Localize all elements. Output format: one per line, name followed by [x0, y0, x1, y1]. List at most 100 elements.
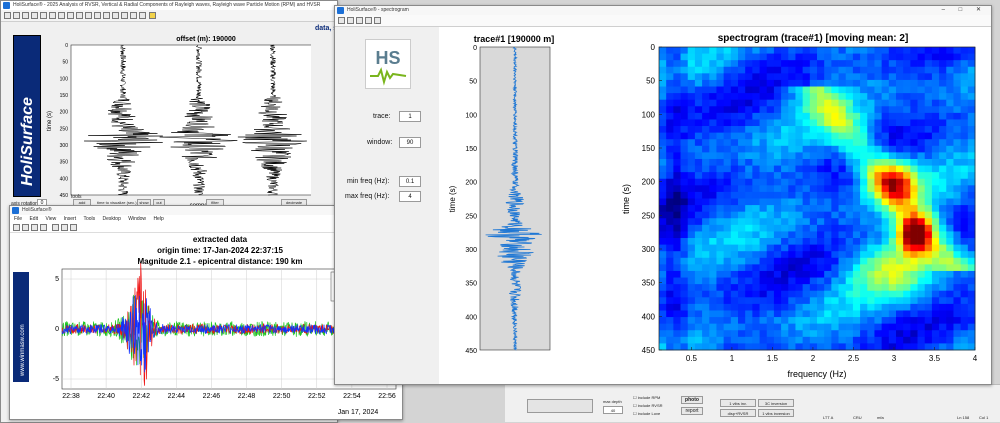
spectrogram-cell — [946, 257, 954, 265]
help-icon[interactable] — [139, 12, 146, 19]
menu-help[interactable]: Help — [153, 216, 164, 222]
brand-text: HoliSurface — [19, 97, 36, 186]
3c-inversion-button[interactable]: 3C inversion — [758, 399, 794, 407]
spectrogram-cell — [967, 93, 976, 101]
spectrogram-cell — [881, 185, 890, 193]
main-window-titlebar[interactable]: HoliSurface® - 2025 Analysis of RVSR, Ve… — [1, 1, 337, 10]
brush-icon[interactable] — [76, 12, 83, 19]
max-freq-input[interactable]: 4 — [399, 191, 421, 202]
depth-input[interactable]: 40 — [603, 406, 623, 414]
spectrogram-cell — [960, 139, 969, 147]
trace-input[interactable]: 1 — [399, 111, 421, 122]
disp-rvsr-button[interactable]: disp+RVSR — [720, 409, 756, 417]
menu-tools[interactable]: Tools — [83, 216, 96, 222]
spectrogram-cell — [939, 60, 947, 68]
spectrogram-cell — [766, 205, 775, 213]
export-icon[interactable] — [121, 12, 128, 19]
spectrogram-cell — [781, 47, 789, 54]
colorbar-icon[interactable] — [94, 12, 101, 19]
spectrogram-cell — [817, 323, 825, 331]
zoom-out-icon[interactable] — [40, 12, 47, 19]
spectrogram-cell — [752, 73, 760, 81]
one-vibs-inversion-button[interactable]: 1 vibs inversion — [758, 409, 794, 417]
spectrogram-cell — [752, 178, 760, 186]
spectrogram-cell — [723, 152, 732, 160]
colorbar-icon[interactable] — [70, 224, 77, 231]
spectrogram-cell — [946, 205, 954, 213]
spectrogram-cell — [802, 158, 811, 166]
zoom-in-icon[interactable] — [338, 17, 345, 24]
spectrogram-cell — [903, 251, 911, 259]
spectrogram-cell — [702, 185, 710, 193]
grid-icon[interactable] — [130, 12, 137, 19]
spectrogram-cell — [817, 119, 825, 127]
menu-edit[interactable]: Edit — [29, 216, 39, 222]
pan-icon[interactable] — [49, 12, 56, 19]
pan-icon[interactable] — [356, 17, 363, 24]
spectrogram-cell — [874, 244, 883, 252]
spectrogram-cell — [766, 158, 775, 166]
spectrogram-cell — [802, 126, 811, 134]
legend-icon[interactable] — [61, 224, 68, 231]
spectrogram-cell — [659, 218, 667, 226]
spectrogram-cell — [888, 152, 897, 160]
new-figure-icon[interactable] — [13, 224, 20, 231]
bulb-icon[interactable] — [149, 12, 156, 19]
save-icon[interactable] — [31, 224, 38, 231]
photo-button[interactable]: photo — [681, 396, 703, 404]
spectrogram-cell — [845, 297, 854, 305]
spectrogram-cell — [802, 336, 811, 344]
report-button[interactable]: report — [681, 407, 703, 415]
spectrogram-titlebar[interactable]: HoliSurface® - spectrogram – □ ✕ — [335, 6, 991, 15]
spectrogram-cell — [845, 343, 854, 351]
spectrogram-cell — [881, 119, 890, 127]
menu-desktop[interactable]: Desktop — [102, 216, 121, 222]
one-vibs-inv-button[interactable]: 1 vibs inv. — [720, 399, 756, 407]
save-icon[interactable] — [13, 12, 20, 19]
spectrogram-cell — [939, 297, 947, 305]
menu-window[interactable]: Window — [128, 216, 147, 222]
data-cursor-icon[interactable] — [67, 12, 74, 19]
arrow-icon[interactable] — [52, 224, 59, 231]
open-icon[interactable] — [4, 12, 11, 19]
include-love-check[interactable]: ☐ include Love — [633, 411, 661, 416]
save-icon[interactable] — [374, 17, 381, 24]
open-icon[interactable] — [22, 224, 29, 231]
legend-icon[interactable] — [85, 12, 92, 19]
spectrogram-cell — [788, 152, 796, 160]
spectrogram-cell — [687, 126, 696, 134]
spectrogram-cell — [723, 277, 732, 285]
settings-icon[interactable] — [103, 12, 110, 19]
rotate-icon[interactable] — [58, 12, 65, 19]
spectrogram-cell — [903, 244, 911, 252]
menu-file[interactable]: File — [14, 216, 23, 222]
spectrogram-cell — [666, 336, 674, 344]
zoom-in-icon[interactable] — [31, 12, 38, 19]
window-input[interactable]: 90 — [399, 137, 421, 148]
spectrogram-cell — [730, 53, 739, 61]
info-icon[interactable] — [112, 12, 119, 19]
spectrogram-cell — [931, 145, 940, 153]
menu-insert[interactable]: Insert — [63, 216, 77, 222]
include-rvsr-check[interactable]: ☐ include RVSR — [633, 403, 663, 408]
spectrogram-cell — [903, 132, 911, 140]
spectrogram-cell — [860, 244, 868, 252]
spectrogram-cell — [716, 297, 725, 305]
spectrogram-cell — [687, 270, 696, 278]
min-freq-input[interactable]: 0.1 — [399, 176, 421, 187]
print-icon[interactable] — [22, 12, 29, 19]
data-cursor-icon[interactable] — [365, 17, 372, 24]
spectrogram-cell — [852, 218, 861, 226]
spectrogram-cell — [802, 205, 811, 213]
spectrogram-cell — [960, 47, 969, 54]
print-icon[interactable] — [40, 224, 47, 231]
spectrogram-cell — [946, 251, 954, 259]
spectrogram-cell — [702, 145, 710, 153]
include-rpm-check[interactable]: ☐ include RPM — [633, 395, 661, 400]
zoom-out-icon[interactable] — [347, 17, 354, 24]
spectrogram-cell — [687, 132, 696, 140]
window-controls[interactable]: – □ ✕ — [941, 7, 987, 13]
spectrogram-cell — [831, 270, 839, 278]
spectrogram-cell — [874, 231, 883, 239]
menu-view[interactable]: View — [45, 216, 57, 222]
